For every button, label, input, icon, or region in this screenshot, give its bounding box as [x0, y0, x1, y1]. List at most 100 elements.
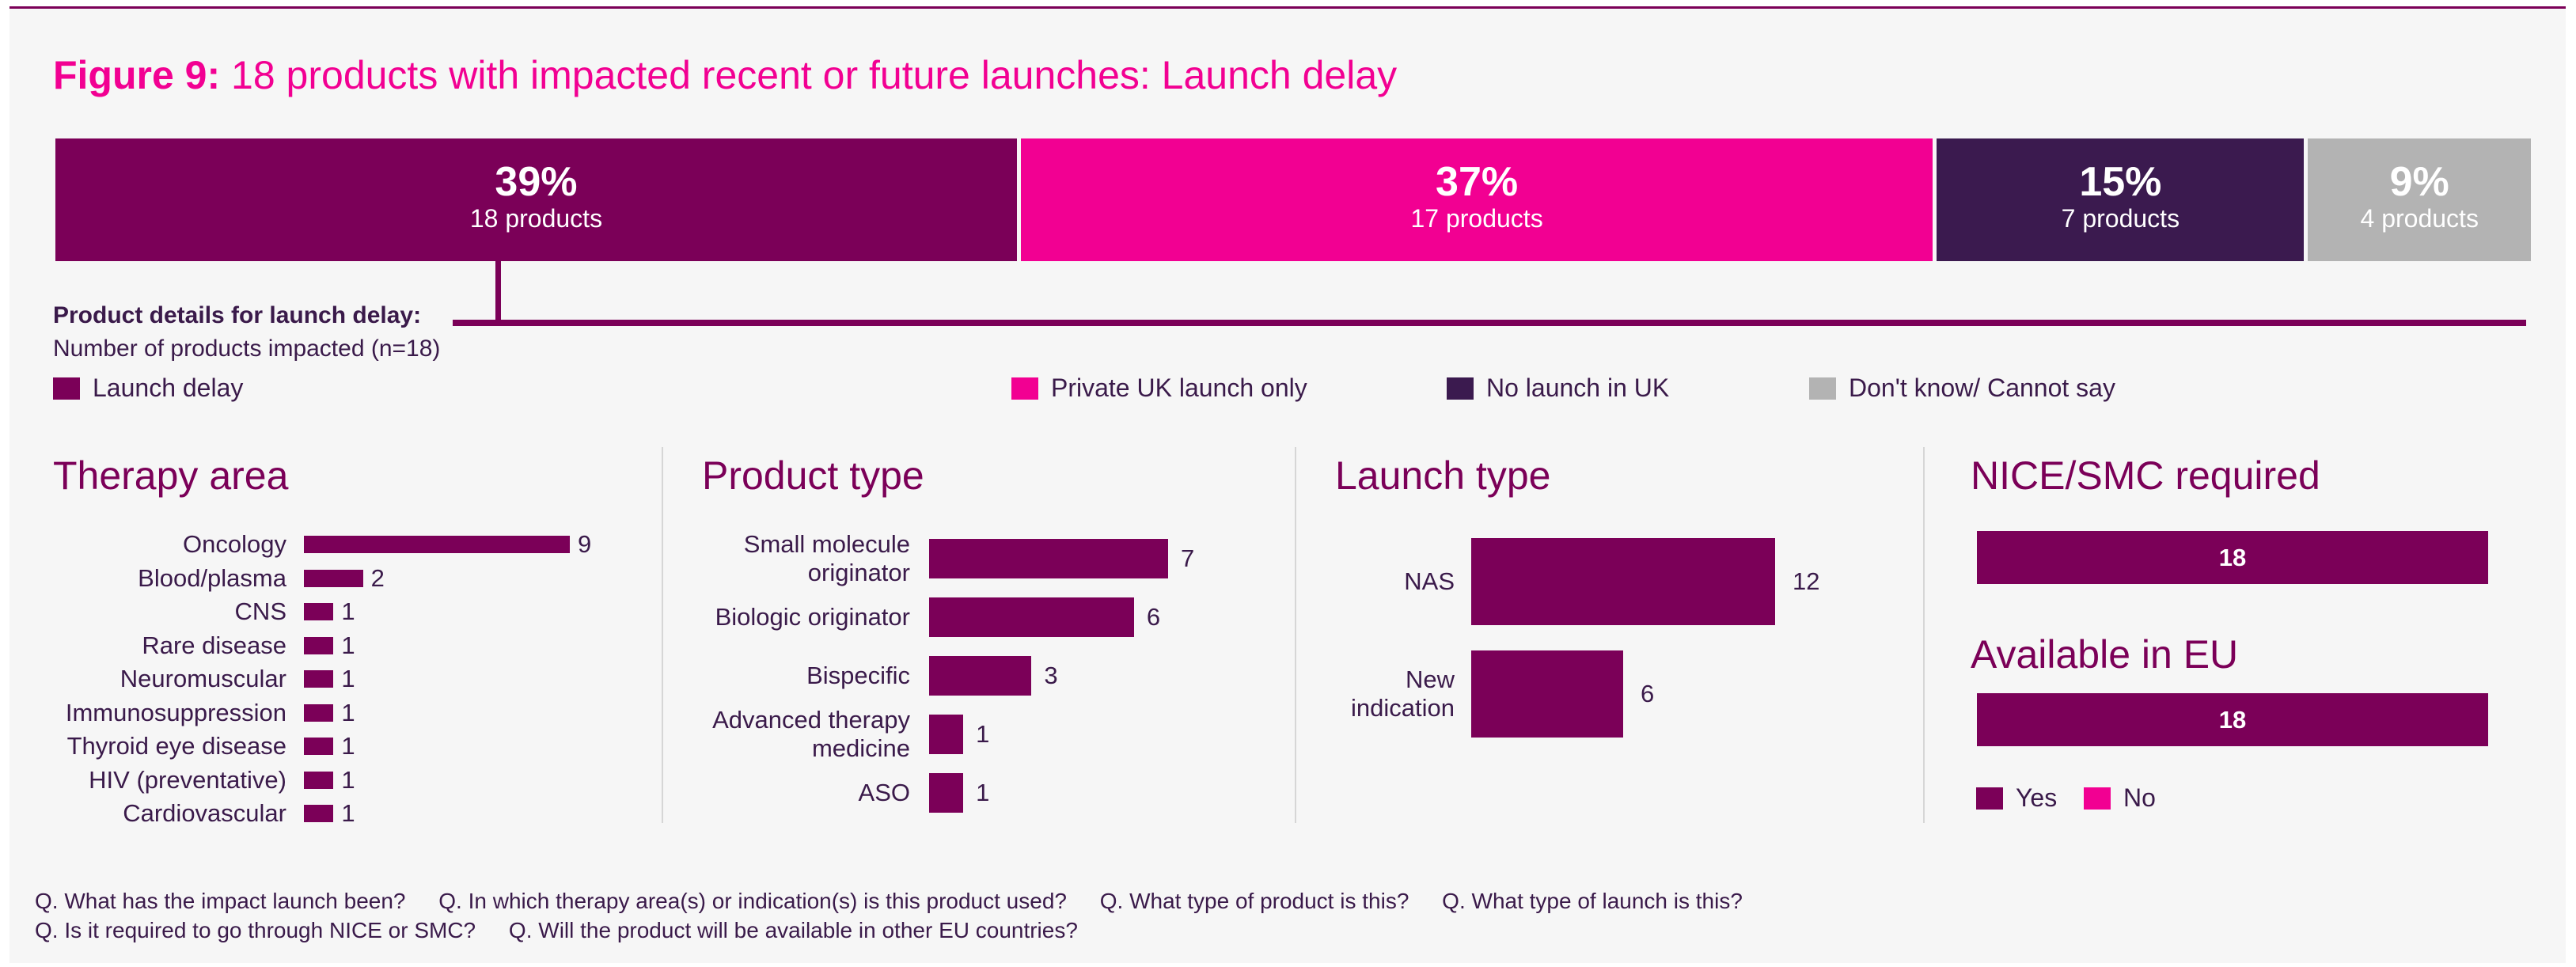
bar: [304, 603, 334, 620]
bar: [304, 536, 570, 553]
details-title: Product details for launch delay:: [53, 302, 422, 328]
category-label: Blood/plasma: [138, 563, 286, 592]
legend-swatch: [2084, 787, 2111, 810]
category-label: Neuromuscular: [120, 665, 286, 692]
bar: [304, 805, 334, 822]
value-label: 6: [1641, 680, 1655, 707]
segment-count: 7 products: [2061, 204, 2180, 233]
product-type-title: Product type: [702, 453, 924, 498]
nice-smc-title: NICE/SMC required: [1971, 453, 2320, 498]
figure-title-text: 18 products with impacted recent or futu…: [231, 53, 1398, 97]
footnote: Q. What has the impact launch been?: [35, 889, 406, 913]
category-label: Immunosuppression: [65, 698, 286, 726]
legend-label: No: [2123, 783, 2156, 812]
footnote-line-1: Q. What has the impact launch been? Q. I…: [35, 889, 1770, 914]
footnote-line-2: Q. Is it required to go through NICE or …: [35, 918, 1105, 943]
category-label: HIV (preventative): [89, 765, 286, 794]
footnote: Q. Is it required to go through NICE or …: [35, 918, 476, 942]
panel-divider: [1295, 447, 1296, 823]
category-label: NAS: [1404, 567, 1455, 595]
bar: [304, 738, 334, 755]
bar: [1471, 538, 1775, 625]
legend-swatch: [1976, 787, 2003, 810]
legend-launch-delay: Launch delay: [53, 374, 243, 403]
value-label: 9: [578, 530, 592, 558]
legend-no-launch-uk: No launch in UK: [1447, 374, 1669, 403]
category-label: Bispecific: [806, 662, 910, 689]
legend-yes: Yes: [1976, 783, 2057, 813]
details-subtitle: Number of products impacted (n=18): [53, 336, 441, 362]
value-label: 1: [976, 779, 990, 806]
nice-smc-yes-value: 18: [2218, 544, 2247, 571]
category-label: Biologic originator: [715, 603, 910, 631]
bar: [304, 569, 363, 587]
available-eu-yes-value: 18: [2218, 706, 2247, 734]
value-label: 6: [1146, 603, 1161, 631]
segment-percent: 37%: [1436, 159, 1519, 205]
available-eu-yes-bar: 18: [1977, 693, 2488, 746]
legend-private-uk-launch: Private UK launch only: [1011, 374, 1307, 403]
value-label: 1: [341, 765, 355, 794]
bar: [304, 636, 334, 654]
category-label: Cardiovascular: [123, 799, 286, 827]
bar: [929, 715, 964, 754]
segment-percent: 39%: [495, 159, 578, 205]
category-label: Advanced therapy medicine: [712, 706, 910, 762]
value-label: 1: [341, 631, 355, 659]
bar: [1471, 650, 1623, 738]
segment-launch-delay: 39% 18 products: [55, 138, 1017, 261]
legend-label: Don't know/ Cannot say: [1849, 374, 2115, 402]
segment-dont-know: 9% 4 products: [2308, 138, 2531, 261]
connector-horizontal: [453, 320, 2526, 326]
value-label: 2: [370, 563, 385, 592]
bar: [929, 597, 1134, 637]
therapy-area-title: Therapy area: [53, 453, 289, 498]
available-eu-title: Available in EU: [1971, 632, 2239, 677]
legend-label: Yes: [2016, 783, 2058, 812]
footnote: Q. What type of launch is this?: [1442, 889, 1743, 913]
value-label: 1: [341, 597, 355, 625]
legend-swatch: [53, 377, 80, 400]
category-label: Small molecule originator: [743, 530, 910, 586]
legend-swatch: [1809, 377, 1836, 400]
value-label: 12: [1793, 567, 1820, 595]
segment-no-launch-uk: 15% 7 products: [1937, 138, 2305, 261]
launch-type-title: Launch type: [1335, 453, 1551, 498]
legend-dont-know: Don't know/ Cannot say: [1809, 374, 2115, 403]
category-label: Oncology: [183, 530, 286, 558]
bar: [304, 670, 334, 688]
segment-count: 18 products: [469, 204, 603, 233]
legend-label: Launch delay: [93, 374, 244, 402]
bar: [929, 773, 964, 813]
legend-label: No launch in UK: [1486, 374, 1670, 402]
footnote: Q. In which therapy area(s) or indicatio…: [438, 889, 1067, 913]
value-label: 3: [1044, 662, 1058, 689]
figure-title: Figure 9: 18 products with impacted rece…: [53, 52, 1397, 98]
category-label: CNS: [234, 597, 286, 625]
segment-count: 4 products: [2360, 204, 2479, 233]
panel-divider: [1923, 447, 1925, 823]
value-label: 1: [341, 799, 355, 827]
segment-percent: 15%: [2079, 159, 2162, 205]
figure-title-prefix: Figure 9:: [53, 53, 221, 97]
value-label: 1: [341, 732, 355, 760]
category-label: Thyroid eye disease: [66, 732, 286, 760]
nice-smc-yes-bar: 18: [1977, 531, 2488, 584]
segment-percent: 9%: [2389, 159, 2449, 205]
category-label: Rare disease: [142, 631, 286, 659]
footnote: Q. What type of product is this?: [1099, 889, 1409, 913]
category-label: ASO: [858, 779, 910, 806]
value-label: 1: [976, 720, 990, 748]
bar: [929, 539, 1168, 578]
legend-label: Private UK launch only: [1051, 374, 1307, 402]
connector-vertical: [495, 261, 501, 323]
segment-count: 17 products: [1410, 204, 1543, 233]
value-label: 1: [341, 665, 355, 692]
value-label: 1: [341, 698, 355, 726]
value-label: 7: [1181, 544, 1195, 572]
panel-divider: [662, 447, 663, 823]
category-label: New indication: [1351, 666, 1455, 722]
legend-swatch: [1011, 377, 1038, 400]
bar: [304, 771, 334, 789]
bar: [929, 656, 1032, 696]
